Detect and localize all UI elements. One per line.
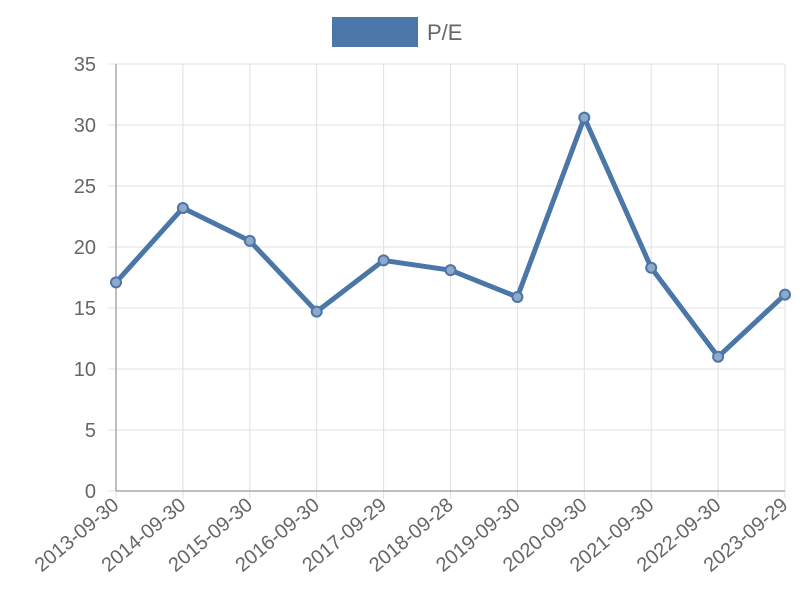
y-tick-label: 15 — [74, 298, 96, 320]
legend-swatch — [332, 17, 418, 47]
data-point — [377, 254, 390, 267]
y-tick-label: 20 — [74, 237, 96, 259]
data-point — [310, 305, 323, 318]
data-point — [511, 291, 524, 304]
grid — [108, 63, 786, 499]
y-tick-label: 35 — [74, 54, 96, 76]
data-point — [645, 261, 658, 274]
y-axis-ticks: 0 5 10 15 20 25 30 35 — [74, 54, 96, 503]
data-point — [578, 111, 591, 124]
y-tick-label: 0 — [85, 481, 96, 503]
data-point — [779, 288, 791, 301]
series — [110, 111, 791, 363]
data-point — [712, 350, 725, 363]
legend[interactable]: P/E — [332, 17, 462, 47]
x-axis-ticks: 2013-09-302014-09-302015-09-302016-09-30… — [31, 494, 793, 577]
data-point — [243, 234, 256, 247]
data-point — [444, 264, 457, 277]
legend-label: P/E — [427, 20, 462, 45]
y-tick-label: 5 — [85, 420, 96, 442]
y-tick-label: 10 — [74, 359, 96, 381]
data-point — [110, 276, 122, 289]
y-tick-label: 30 — [74, 115, 96, 137]
data-point — [176, 201, 189, 214]
y-tick-label: 25 — [74, 176, 96, 198]
